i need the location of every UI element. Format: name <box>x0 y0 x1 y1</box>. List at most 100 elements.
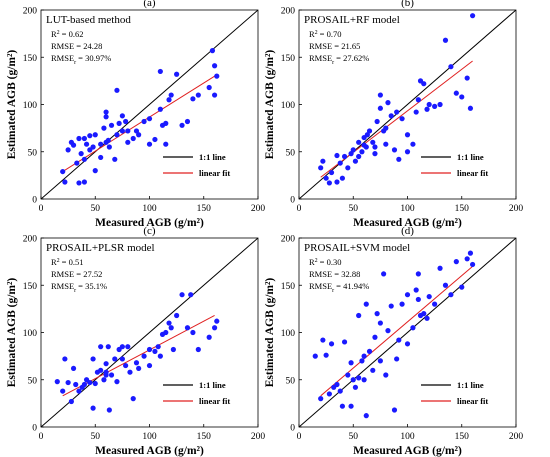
data-point <box>396 337 402 343</box>
data-point <box>114 87 120 93</box>
data-point <box>101 377 107 383</box>
y-tick-label: 150 <box>23 54 38 64</box>
data-point <box>388 303 394 309</box>
data-point <box>114 379 120 385</box>
data-point <box>209 48 216 54</box>
data-point <box>184 118 191 125</box>
data-point <box>448 292 454 298</box>
legend-label-one-to-one: 1:1 line <box>199 152 226 162</box>
data-point <box>328 169 335 176</box>
data-point <box>374 311 380 317</box>
data-point <box>394 109 400 115</box>
data-point <box>377 105 383 111</box>
method-title: PROSAIL+SVM model <box>304 242 410 254</box>
data-point <box>410 141 416 147</box>
data-point <box>352 158 359 164</box>
data-point <box>166 97 172 103</box>
data-point <box>92 380 98 387</box>
x-tick-label: 50 <box>349 432 359 442</box>
data-point <box>334 152 340 159</box>
data-point <box>442 37 449 43</box>
data-point <box>464 256 470 262</box>
legend-label-linear-fit: linear fit <box>457 396 488 406</box>
r-squared-stat: R2 = 0.51 <box>51 257 83 267</box>
data-point <box>108 122 115 128</box>
data-point <box>81 135 87 142</box>
y-tick-label: 200 <box>23 7 38 17</box>
data-point <box>328 341 335 347</box>
data-point <box>372 144 378 150</box>
data-point <box>326 180 332 186</box>
data-point <box>372 151 378 157</box>
data-point <box>348 151 354 157</box>
data-point <box>470 261 476 268</box>
data-point <box>190 329 196 336</box>
data-point <box>90 144 96 150</box>
y-axis-title: Estimated AGB (g/m²) <box>264 278 276 388</box>
rmse-relative-stat: RMSEr = 30.97% <box>51 53 111 66</box>
data-point <box>361 353 367 359</box>
data-point <box>163 120 169 126</box>
y-tick-label: 150 <box>281 282 296 292</box>
data-point <box>152 136 158 143</box>
data-point <box>76 180 82 186</box>
data-point <box>377 92 383 98</box>
data-point <box>341 339 348 345</box>
x-tick-label: 100 <box>142 432 157 442</box>
data-point <box>459 94 465 100</box>
data-point <box>364 132 370 138</box>
data-point <box>399 301 405 307</box>
x-tick-label: 50 <box>91 432 101 442</box>
data-point <box>60 168 66 175</box>
data-point <box>421 311 427 317</box>
method-title: LUT-based method <box>46 14 131 26</box>
data-point <box>127 369 133 375</box>
data-point <box>339 403 345 409</box>
data-point <box>81 381 87 388</box>
data-point <box>370 367 376 373</box>
data-point <box>467 250 474 256</box>
y-tick-label: 100 <box>23 101 38 111</box>
data-point <box>103 361 109 367</box>
data-point <box>453 90 459 96</box>
legend-label-linear-fit: linear fit <box>199 168 230 178</box>
data-point <box>206 84 212 91</box>
data-point <box>356 153 362 160</box>
data-point <box>106 407 112 413</box>
rmse-relative-stat: RMSEr = 35.1% <box>51 281 107 294</box>
data-point <box>385 328 391 334</box>
y-tick-label: 0 <box>32 196 37 206</box>
x-tick-label: 100 <box>400 204 415 214</box>
data-point <box>404 149 411 155</box>
r-squared-stat: R2 = 0.30 <box>309 257 341 267</box>
data-point <box>356 139 362 145</box>
data-point <box>404 292 411 298</box>
data-point <box>399 116 405 122</box>
y-tick-label: 50 <box>286 376 296 386</box>
x-tick-label: 50 <box>349 204 359 214</box>
data-point <box>70 365 77 372</box>
data-point <box>345 372 351 378</box>
data-point <box>123 118 129 125</box>
x-tick-label: 200 <box>509 432 524 442</box>
data-point <box>195 346 201 353</box>
data-point <box>383 141 389 147</box>
x-tick-label: 0 <box>39 432 44 442</box>
rmse-stat: RMSE = 21.65 <box>309 41 360 51</box>
legend-label-one-to-one: 1:1 line <box>457 152 484 162</box>
data-point <box>352 384 359 390</box>
data-point <box>345 165 351 171</box>
x-tick-label: 200 <box>251 432 266 442</box>
data-point <box>65 147 71 153</box>
data-point <box>103 114 109 120</box>
data-point <box>356 375 362 381</box>
data-point <box>348 403 354 409</box>
data-point <box>81 179 87 185</box>
data-point <box>157 353 163 359</box>
y-tick-label: 50 <box>28 376 38 386</box>
data-point <box>404 132 411 138</box>
data-point <box>119 344 125 350</box>
data-point <box>141 118 147 125</box>
y-tick-label: 100 <box>281 101 296 111</box>
data-point <box>470 13 476 19</box>
